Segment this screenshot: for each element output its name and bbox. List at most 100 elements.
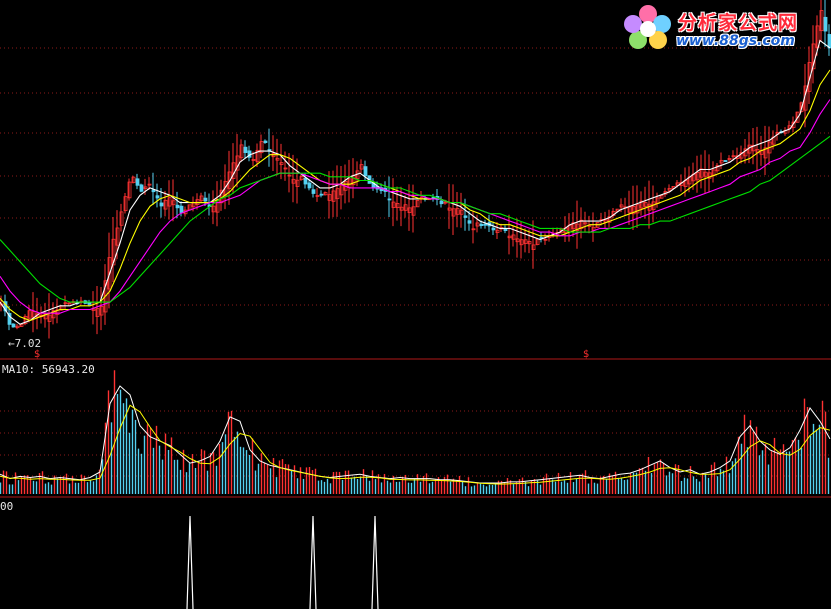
price-candle: [43, 313, 48, 320]
price-candle: [139, 184, 144, 192]
signal-marker: $: [583, 349, 590, 360]
price-candle: [167, 197, 172, 207]
price-candle: [291, 178, 296, 184]
price-candle: [287, 174, 292, 177]
price-candle: [439, 200, 444, 205]
price-candle: [763, 147, 768, 159]
price-candle: [631, 206, 636, 215]
price-candle: [315, 195, 320, 197]
ma-mid-line: [0, 69, 831, 322]
price-candle: [455, 208, 460, 215]
price-candle: [795, 111, 800, 123]
price-candle: [575, 223, 580, 231]
price-candle: [123, 196, 128, 212]
price-candle: [319, 193, 324, 196]
price-candle: [543, 238, 548, 241]
price-candle: [407, 207, 412, 213]
price-candle: [815, 25, 820, 48]
price-candle: [571, 222, 576, 230]
price-candle: [135, 178, 140, 186]
indicator-spike: [186, 515, 194, 609]
price-candle: [7, 312, 12, 325]
price-candle: [179, 205, 184, 213]
price-candle: [239, 144, 244, 159]
price-candle: [99, 306, 104, 316]
price-candle: [259, 141, 264, 154]
price-candle: [323, 192, 328, 196]
price-candle: [399, 206, 404, 211]
price-candle: [127, 181, 132, 199]
price-candle: [299, 176, 304, 181]
price-candle: [451, 208, 456, 217]
price-candle: [391, 201, 396, 208]
ma-120-line: [0, 135, 831, 303]
price-candle: [267, 149, 272, 151]
price-candle: [799, 102, 804, 113]
indicator-value-label: 00: [0, 500, 14, 513]
indicator-spike: [309, 515, 317, 609]
price-candle: [175, 204, 180, 209]
price-candle: [131, 176, 136, 183]
price-candle: [115, 227, 120, 246]
price-candle: [199, 195, 204, 202]
price-candle: [311, 189, 316, 194]
price-candle: [19, 323, 24, 327]
price-candle: [467, 220, 472, 224]
price-candle: [55, 309, 60, 315]
price-candle: [639, 200, 644, 209]
price-candle: [15, 325, 20, 329]
price-candle: [91, 308, 96, 311]
logo-url: www.88gs.com: [676, 33, 795, 49]
price-candle: [479, 223, 484, 226]
price-candle: [751, 144, 756, 152]
price-candle: [415, 200, 420, 208]
price-candle: [63, 302, 68, 305]
volume-ma10-line: [0, 404, 831, 485]
flower-logo-icon: [624, 5, 671, 49]
price-candle: [411, 206, 416, 216]
price-candle: [471, 228, 476, 231]
low-price-label: ←7.02: [8, 337, 42, 350]
price-candle: [519, 239, 524, 246]
price-candle: [307, 182, 312, 189]
price-candle: [67, 302, 72, 305]
price-candle: [107, 257, 112, 290]
price-candle: [47, 314, 52, 322]
price-candle: [31, 311, 36, 318]
price-candle: [727, 158, 732, 161]
price-candle: [511, 234, 516, 240]
price-candle: [583, 222, 588, 225]
site-logo: 分析家公式网 www.88gs.com: [620, 2, 825, 54]
price-candle: [163, 199, 168, 210]
price-candle: [667, 188, 672, 191]
price-candle: [659, 195, 664, 199]
price-candle: [251, 159, 256, 161]
price-candle: [283, 167, 288, 170]
volume-ma10-label: MA10: 56943.20: [2, 363, 95, 376]
price-candle: [359, 164, 364, 170]
price-candle: [255, 149, 260, 163]
price-candle: [171, 200, 176, 206]
price-candle: [331, 190, 336, 202]
price-candle: [263, 140, 268, 143]
price-candle: [523, 239, 528, 244]
price-candle: [515, 238, 520, 243]
ma-short-line: [0, 39, 831, 325]
price-candle: [635, 204, 640, 214]
price-candle: [27, 310, 32, 319]
price-candle: [119, 211, 124, 226]
low-price-value: 7.02: [14, 337, 42, 350]
price-candle: [387, 198, 392, 201]
price-candle: [203, 197, 208, 202]
price-candle: [531, 244, 536, 250]
price-candle: [395, 203, 400, 209]
price-candle: [491, 227, 496, 231]
price-candle: [403, 204, 408, 211]
price-candle: [495, 229, 500, 234]
price-candle: [447, 207, 452, 211]
price-candle: [275, 157, 280, 161]
price-candle: [327, 194, 332, 201]
price-candle: [51, 310, 56, 319]
price-candle: [95, 308, 100, 317]
